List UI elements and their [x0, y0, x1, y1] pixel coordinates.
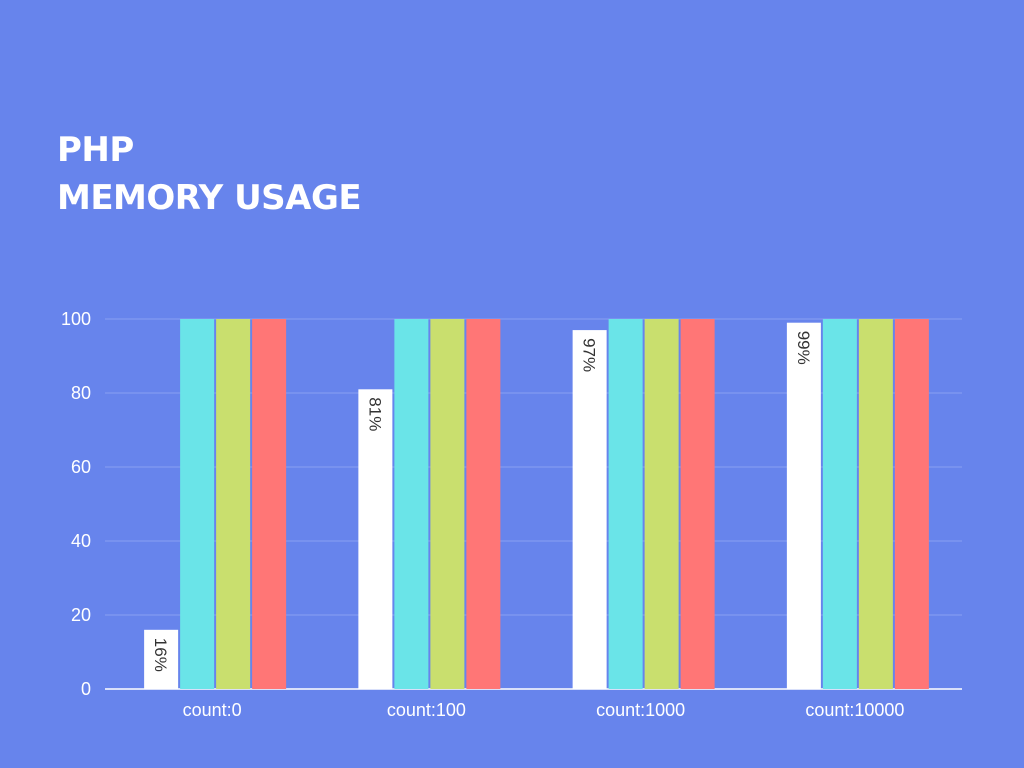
y-tick-label: 80 — [71, 383, 91, 403]
bar-series-1-count-1000 — [572, 330, 607, 689]
x-category-label: count:1000 — [596, 700, 685, 720]
bar-series-4-count-0 — [252, 319, 287, 689]
bar-series-4-count-10000 — [894, 319, 929, 689]
bar-series-1-count-100 — [358, 389, 393, 689]
bar-series-2-count-1000 — [608, 319, 643, 689]
x-category-label: count:0 — [183, 700, 242, 720]
bar-series-3-count-100 — [430, 319, 465, 689]
chart-title: PHP MEMORY USAGE — [57, 126, 362, 222]
x-category-label: count:100 — [387, 700, 466, 720]
data-label: 99% — [794, 331, 813, 365]
y-tick-label: 20 — [71, 605, 91, 625]
bar-series-2-count-100 — [394, 319, 429, 689]
data-label: 97% — [580, 338, 599, 372]
bar-series-2-count-0 — [180, 319, 215, 689]
bar-series-4-count-1000 — [680, 319, 715, 689]
bars — [144, 319, 929, 689]
y-tick-label: 0 — [81, 679, 91, 699]
chart-title-line-2: MEMORY USAGE — [57, 178, 362, 218]
labels: 0 20 40 60 80 100 16% count:0 81% count:100 97% cou… — [61, 309, 904, 720]
bar-series-3-count-0 — [216, 319, 251, 689]
data-label: 81% — [365, 397, 384, 431]
bar-series-1-count-10000 — [786, 322, 821, 689]
data-label: 16% — [151, 638, 170, 672]
y-tick-label: 100 — [61, 309, 91, 329]
bar-series-3-count-10000 — [858, 319, 893, 689]
bar-series-4-count-100 — [466, 319, 501, 689]
bar-series-1-count-0 — [144, 629, 179, 689]
bar-series-3-count-1000 — [644, 319, 679, 689]
y-tick-label: 60 — [71, 457, 91, 477]
bar-series-2-count-10000 — [822, 319, 857, 689]
y-tick-label: 40 — [71, 531, 91, 551]
chart-title-line-1: PHP — [57, 130, 134, 170]
x-category-label: count:10000 — [805, 700, 904, 720]
